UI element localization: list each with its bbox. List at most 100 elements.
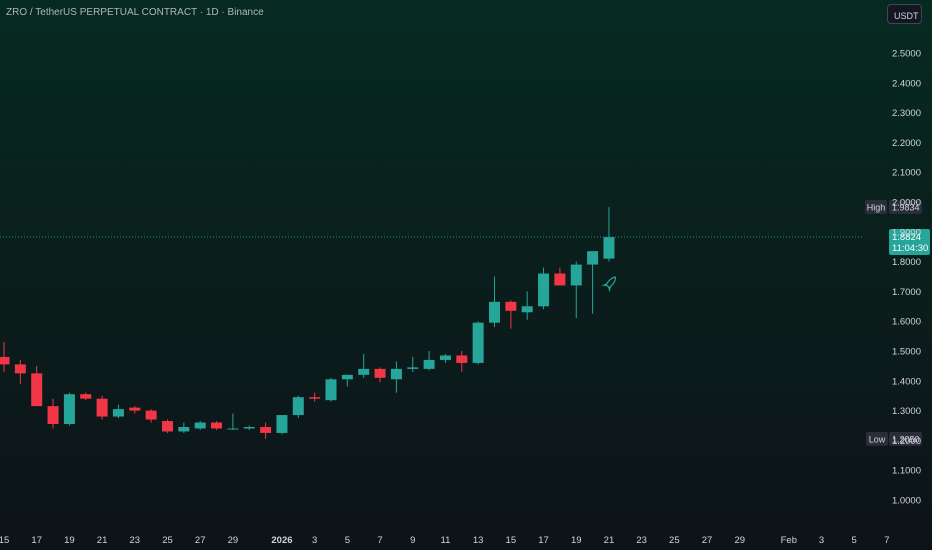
x-tick-label: 15 bbox=[506, 535, 517, 546]
candle-body bbox=[0, 356, 10, 365]
candle-body bbox=[96, 398, 108, 417]
x-tick-label: 5 bbox=[852, 535, 857, 546]
x-tick-label: 7 bbox=[377, 535, 382, 546]
x-tick-label: 25 bbox=[669, 535, 680, 546]
candle-body bbox=[194, 422, 206, 429]
y-tick-label: 1.9000 bbox=[892, 227, 921, 238]
symbol-title: ZRO / TetherUS PERPETUAL CONTRACT · 1D ·… bbox=[6, 7, 264, 18]
candle-body bbox=[603, 237, 615, 259]
y-tick-label: 2.2000 bbox=[892, 138, 921, 149]
candle-body bbox=[489, 301, 500, 323]
y-tick-label: 1.0000 bbox=[892, 496, 921, 507]
candle-body bbox=[390, 368, 402, 380]
x-tick-label: 9 bbox=[410, 535, 415, 546]
candle-body bbox=[456, 355, 468, 363]
candle-body bbox=[276, 415, 288, 433]
x-tick-label: 25 bbox=[162, 535, 173, 546]
candle-body bbox=[47, 406, 59, 425]
x-tick-label: 5 bbox=[345, 535, 350, 546]
low-tag-bg bbox=[866, 431, 888, 446]
currency-button[interactable]: USDT bbox=[887, 4, 922, 24]
y-tick-label: 1.8000 bbox=[892, 257, 921, 268]
x-tick-label: 13 bbox=[473, 535, 484, 546]
current-price-value: 1.8824 bbox=[892, 232, 921, 243]
x-tick-label: 3 bbox=[312, 535, 317, 546]
price-axis[interactable]: 2.5000 2.4000 2.3000 2.2000 2.1000 2.0000 1.90… bbox=[892, 49, 921, 507]
time-axis[interactable]: 15 17 19 21 23 25 27 29 2026 3 5 7 9 11 13 15 17 19 21 23 25… bbox=[0, 535, 890, 546]
x-tick-label: 17 bbox=[31, 535, 42, 546]
candle-body bbox=[374, 368, 386, 378]
low-value: 1.2050 bbox=[892, 434, 920, 444]
candle-body bbox=[554, 273, 566, 286]
candle-body bbox=[112, 409, 124, 417]
y-tick-label: 1.5000 bbox=[892, 347, 921, 358]
y-tick-label: 1.6000 bbox=[892, 317, 921, 328]
y-tick-label: 1.4000 bbox=[892, 376, 921, 387]
candle-body bbox=[80, 394, 92, 399]
price-countdown: 11:04:30 bbox=[892, 243, 928, 254]
candle-body bbox=[472, 322, 484, 363]
x-tick-label: 19 bbox=[571, 535, 582, 546]
candle-body bbox=[341, 374, 353, 380]
y-tick-label: 1.1000 bbox=[892, 466, 921, 477]
x-tick-label: 23 bbox=[130, 535, 141, 546]
high-value-bg bbox=[889, 199, 922, 214]
y-tick-label: 2.5000 bbox=[892, 49, 921, 60]
candle-body bbox=[14, 364, 26, 374]
y-tick-label: 2.1000 bbox=[892, 168, 921, 179]
candle-body bbox=[570, 264, 582, 286]
candle-body bbox=[162, 421, 173, 432]
candle-body bbox=[521, 306, 533, 313]
candle-body bbox=[292, 397, 304, 416]
x-tick-label: 11 bbox=[441, 535, 451, 546]
x-tick-label: 29 bbox=[228, 535, 239, 546]
x-tick-label: 7 bbox=[884, 535, 889, 546]
x-tick-label: 19 bbox=[64, 535, 75, 546]
candle-body bbox=[309, 397, 321, 399]
rocket-icon bbox=[601, 276, 617, 293]
candle-body bbox=[178, 426, 190, 432]
candle-body bbox=[325, 379, 337, 401]
x-tick-label: 27 bbox=[195, 535, 206, 546]
candle-body bbox=[243, 426, 255, 429]
high-tag-label: High bbox=[867, 202, 886, 212]
y-tick-label: 2.3000 bbox=[892, 108, 921, 119]
rocket-fins bbox=[601, 283, 612, 293]
x-tick-label: 3 bbox=[819, 535, 824, 546]
candle-body bbox=[260, 426, 272, 433]
y-tick-label: 2.4000 bbox=[892, 78, 921, 89]
candle-body bbox=[129, 407, 141, 411]
candle-body bbox=[587, 251, 599, 265]
high-value: 1.9834 bbox=[892, 202, 920, 212]
candle-body bbox=[358, 368, 370, 375]
x-tick-label: 17 bbox=[538, 535, 549, 546]
candle-body bbox=[145, 410, 157, 420]
candle-body bbox=[538, 273, 550, 307]
low-tag-label: Low bbox=[869, 434, 886, 444]
y-tick-label: 1.2000 bbox=[892, 436, 921, 447]
low-value-bg bbox=[889, 431, 922, 446]
candle-body bbox=[227, 428, 239, 430]
y-tick-label: 1.7000 bbox=[892, 287, 921, 298]
x-tick-label: 15 bbox=[0, 535, 9, 546]
x-tick-label: Feb bbox=[781, 535, 797, 546]
candles-layer bbox=[0, 207, 615, 439]
candle-body bbox=[423, 359, 435, 369]
candle-body bbox=[439, 355, 451, 360]
x-tick-label: 2026 bbox=[271, 535, 292, 546]
x-tick-label: 21 bbox=[97, 535, 108, 546]
candle-body bbox=[407, 367, 419, 369]
candle-body bbox=[211, 422, 223, 429]
y-tick-label: 1.3000 bbox=[892, 406, 921, 417]
high-tag-bg bbox=[865, 199, 887, 214]
rocket-body bbox=[605, 276, 617, 289]
x-tick-label: 29 bbox=[734, 535, 745, 546]
current-price-label-bg bbox=[889, 229, 930, 256]
candle-body bbox=[63, 394, 75, 425]
candle-body bbox=[505, 301, 517, 311]
candle-body bbox=[31, 373, 43, 407]
y-tick-label: 2.0000 bbox=[892, 198, 921, 209]
